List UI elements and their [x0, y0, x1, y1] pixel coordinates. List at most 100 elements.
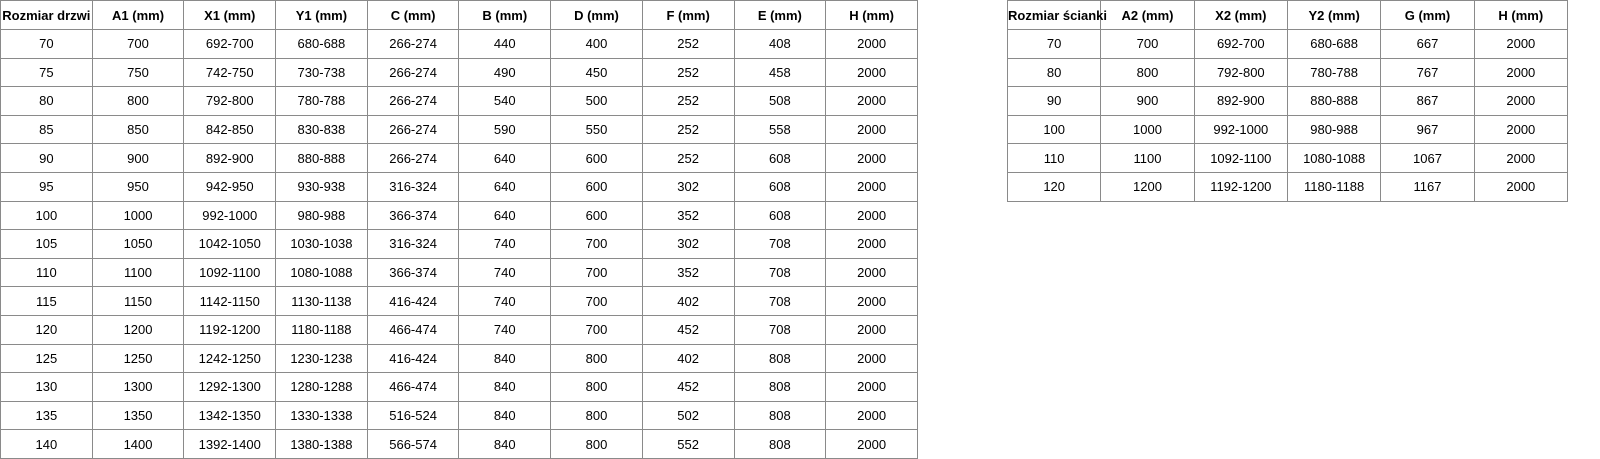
table-row: 120 1200 1192-1200 1180-1188 466-474 740 700 45… [0, 314, 918, 345]
table-cell: 1100 [1100, 143, 1195, 173]
table-cell: 458 [733, 57, 827, 88]
table-cell: 608 [733, 171, 827, 202]
table-cell: 130 [0, 372, 93, 402]
table-cell: 80 [0, 86, 93, 116]
table-cell: 2000 [825, 57, 918, 88]
table-cell: 600 [550, 143, 643, 173]
table-cell: 110 [0, 257, 93, 288]
table-cell: 850 [91, 114, 185, 145]
table-cell: 408 [733, 29, 827, 59]
table-cell: 466-474 [366, 314, 460, 345]
table-cell: 892-900 [183, 143, 277, 173]
table-cell: 2000 [1473, 114, 1569, 145]
table-cell: 680-688 [275, 29, 368, 59]
table-cell: 2000 [1473, 143, 1569, 173]
table-cell: 980-988 [275, 200, 368, 231]
table-cell: 840 [458, 429, 552, 459]
table-cell: 1392-1400 [183, 429, 277, 459]
table-cell: 402 [641, 343, 735, 374]
table-cell: 2000 [825, 343, 918, 374]
table-cell: 640 [458, 171, 552, 202]
table-cell: 1042-1050 [183, 229, 277, 259]
table-cell: 440 [458, 29, 552, 59]
table-cell: 1380-1388 [275, 429, 368, 459]
table-cell: 252 [641, 29, 735, 59]
table-row: 85 850 842-850 830-838 266-274 590 550 252 558 20… [0, 114, 918, 145]
table-row: 90 900 892-900 880-888 867 2000 [1006, 86, 1569, 116]
table-cell: 516-524 [366, 400, 460, 431]
table-cell: 640 [458, 143, 552, 173]
table-cell: 125 [0, 343, 93, 374]
table-cell: 867 [1380, 86, 1475, 116]
table-cell: 75 [0, 57, 93, 88]
table-cell: 740 [458, 286, 552, 316]
table-cell: 842-850 [183, 114, 277, 145]
table-cell: 700 [91, 29, 185, 59]
column-header: G (mm) [1380, 0, 1475, 30]
table-cell: 2000 [825, 314, 918, 345]
table-cell: 552 [641, 429, 735, 459]
table-cell: 2000 [825, 400, 918, 431]
table-cell: 416-424 [366, 286, 460, 316]
table-row: 70 700 692-700 680-688 266-274 440 400 252 408 20… [0, 29, 918, 59]
table-cell: 490 [458, 57, 552, 88]
table-cell: 1192-1200 [1193, 171, 1288, 202]
table-cell: 452 [641, 314, 735, 345]
table-cell: 450 [550, 57, 643, 88]
table-cell: 1080-1088 [1286, 143, 1382, 173]
table-row: 100 1000 992-1000 980-988 967 2000 [1006, 114, 1569, 145]
table-cell: 400 [550, 29, 643, 59]
table-cell: 1180-1188 [275, 314, 368, 345]
table-cell: 590 [458, 114, 552, 145]
table-cell: 2000 [825, 143, 918, 173]
column-header: H (mm) [1473, 0, 1569, 30]
table-row: 130 1300 1292-1300 1280-1288 466-474 840 800 45… [0, 372, 918, 402]
table-cell: 767 [1380, 57, 1475, 88]
table-cell: 700 [550, 229, 643, 259]
column-header: H (mm) [825, 0, 918, 30]
table-cell: 90 [1006, 86, 1102, 116]
table-cell: 558 [733, 114, 827, 145]
table-cell: 316-324 [366, 171, 460, 202]
table-cell: 1050 [91, 229, 185, 259]
table-cell: 680-688 [1286, 29, 1382, 59]
column-header: Y2 (mm) [1286, 0, 1382, 30]
table-cell: 95 [0, 171, 93, 202]
table-cell: 2000 [825, 29, 918, 59]
table-row: 95 950 942-950 930-938 316-324 640 600 302 608 20… [0, 171, 918, 202]
table-cell: 1292-1300 [183, 372, 277, 402]
table-cell: 900 [91, 143, 185, 173]
table-row: 75 750 742-750 730-738 266-274 490 450 252 458 20… [0, 57, 918, 88]
table-cell: 1300 [91, 372, 185, 402]
table-cell: 2000 [825, 86, 918, 116]
column-header: D (mm) [550, 0, 643, 30]
table-cell: 792-800 [183, 86, 277, 116]
table-cell: 266-274 [366, 29, 460, 59]
table-cell: 1200 [1100, 171, 1195, 202]
table-cell: 100 [1006, 114, 1102, 145]
table-cell: 1330-1338 [275, 400, 368, 431]
table-cell: 100 [0, 200, 93, 231]
table-cell: 930-938 [275, 171, 368, 202]
table-cell: 1067 [1380, 143, 1475, 173]
table-cell: 266-274 [366, 86, 460, 116]
table-cell: 85 [0, 114, 93, 145]
table-cell: 742-750 [183, 57, 277, 88]
table-cell: 110 [1006, 143, 1102, 173]
table-cell: 1400 [91, 429, 185, 459]
table-cell: 120 [0, 314, 93, 345]
column-header: Rozmiar drzwi [0, 0, 93, 30]
table-cell: 730-738 [275, 57, 368, 88]
table-cell: 700 [550, 257, 643, 288]
table-cell: 1280-1288 [275, 372, 368, 402]
table-cell: 115 [0, 286, 93, 316]
table-cell: 992-1000 [183, 200, 277, 231]
table-row: 125 1250 1242-1250 1230-1238 416-424 840 800 40… [0, 343, 918, 374]
table-cell: 808 [733, 429, 827, 459]
table-cell: 70 [1006, 29, 1102, 59]
header-row: Rozmiar ścianki A2 (mm) X2 (mm) Y2 (mm) G (m… [1006, 0, 1569, 30]
table-cell: 1250 [91, 343, 185, 374]
table-cell: 402 [641, 286, 735, 316]
column-header: A1 (mm) [91, 0, 185, 30]
table-cell: 708 [733, 257, 827, 288]
